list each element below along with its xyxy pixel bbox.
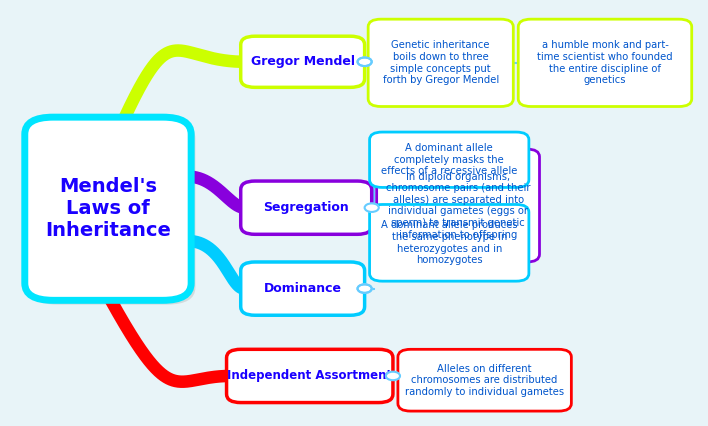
Circle shape [386, 371, 400, 380]
Text: Independent Assortment: Independent Assortment [227, 369, 392, 383]
FancyBboxPatch shape [241, 262, 365, 315]
FancyBboxPatch shape [29, 121, 195, 305]
Text: Segregation: Segregation [263, 201, 349, 214]
Text: In diploid organisms,
chromosome pairs (and their
alleles) are separated into
in: In diploid organisms, chromosome pairs (… [386, 172, 530, 239]
Text: Genetic inheritance
boils down to three
simple concepts put
forth by Gregor Mend: Genetic inheritance boils down to three … [382, 40, 499, 85]
Circle shape [358, 285, 372, 293]
FancyBboxPatch shape [370, 204, 529, 281]
Text: Alleles on different
chromosomes are distributed
randomly to individual gametes: Alleles on different chromosomes are dis… [405, 364, 564, 397]
FancyBboxPatch shape [227, 349, 393, 403]
Text: a humble monk and part-
time scientist who founded
the entire discipline of
gene: a humble monk and part- time scientist w… [537, 40, 673, 85]
FancyBboxPatch shape [398, 349, 571, 411]
Text: Dominance: Dominance [263, 282, 342, 295]
FancyBboxPatch shape [241, 181, 372, 234]
FancyBboxPatch shape [368, 19, 513, 107]
Text: A dominant allele
completely masks the
effects of a recessive allele: A dominant allele completely masks the e… [381, 143, 518, 176]
Circle shape [358, 285, 372, 293]
Text: Gregor Mendel: Gregor Mendel [251, 55, 355, 68]
Circle shape [365, 203, 379, 212]
Text: Mendel's
Laws of
Inheritance: Mendel's Laws of Inheritance [45, 177, 171, 240]
FancyBboxPatch shape [25, 117, 191, 300]
FancyBboxPatch shape [518, 19, 692, 107]
Circle shape [358, 58, 372, 66]
Circle shape [358, 58, 372, 66]
FancyBboxPatch shape [241, 36, 365, 87]
Text: A dominant allele produces
the same phenotype in
heterozygotes and in
homozygote: A dominant allele produces the same phen… [381, 220, 518, 265]
FancyBboxPatch shape [370, 132, 529, 187]
FancyBboxPatch shape [377, 149, 539, 262]
